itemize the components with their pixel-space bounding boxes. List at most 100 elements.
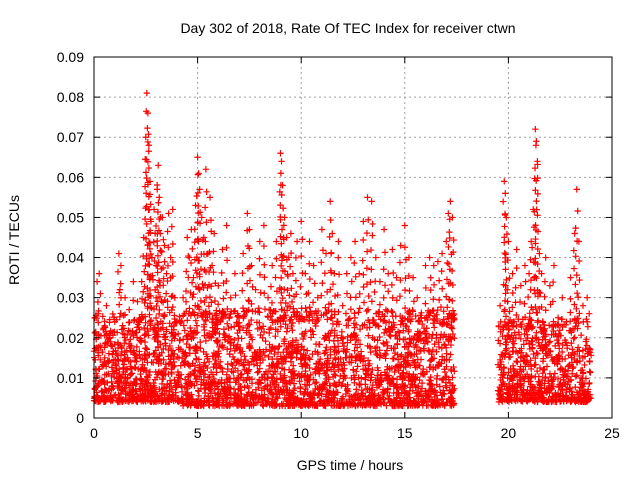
data-point xyxy=(139,361,146,368)
data-point xyxy=(386,365,394,373)
data-point xyxy=(573,271,580,279)
data-point xyxy=(546,338,554,345)
data-point xyxy=(334,397,341,405)
data-point xyxy=(381,369,389,376)
data-point xyxy=(505,238,512,245)
data-point xyxy=(505,333,512,340)
data-point xyxy=(335,361,343,369)
data-point xyxy=(177,345,185,353)
data-point xyxy=(328,300,335,307)
data-point xyxy=(156,278,163,286)
data-point xyxy=(441,341,449,349)
data-point xyxy=(534,158,541,165)
data-point xyxy=(184,360,192,367)
data-point xyxy=(587,369,594,376)
data-point xyxy=(302,385,309,393)
data-point xyxy=(539,369,546,377)
data-point xyxy=(434,397,441,404)
data-point xyxy=(256,309,263,316)
data-point xyxy=(445,210,452,217)
data-point xyxy=(154,319,161,327)
data-point xyxy=(333,332,341,339)
data-point xyxy=(278,158,285,165)
data-point xyxy=(532,255,539,262)
data-point xyxy=(221,385,229,392)
data-point xyxy=(256,346,263,353)
data-point xyxy=(221,330,228,338)
data-point xyxy=(360,271,367,278)
data-point xyxy=(100,326,107,333)
data-point xyxy=(203,380,210,387)
data-point xyxy=(372,254,379,261)
data-point xyxy=(244,210,251,217)
data-point xyxy=(277,201,284,209)
data-point xyxy=(246,245,253,252)
data-point xyxy=(505,385,512,392)
data-point xyxy=(215,362,223,369)
data-point xyxy=(111,318,118,325)
data-point xyxy=(371,336,378,343)
data-point xyxy=(545,322,553,329)
data-point xyxy=(176,317,183,324)
x-tick-label: 25 xyxy=(604,425,620,441)
data-point xyxy=(130,317,138,324)
data-point xyxy=(525,270,533,277)
data-point xyxy=(233,392,241,399)
data-point xyxy=(202,294,210,301)
data-point xyxy=(319,279,326,287)
data-point xyxy=(235,385,243,393)
data-point xyxy=(231,270,239,277)
data-point xyxy=(255,395,263,402)
data-point xyxy=(339,365,346,373)
data-point xyxy=(218,402,226,409)
data-point xyxy=(390,383,398,390)
data-point xyxy=(93,278,101,285)
data-point xyxy=(343,290,351,297)
data-point xyxy=(363,248,371,255)
data-point xyxy=(572,253,579,260)
data-point xyxy=(218,376,225,384)
data-point xyxy=(162,290,170,297)
data-point xyxy=(586,391,594,398)
data-point xyxy=(369,232,376,239)
data-point xyxy=(102,363,110,370)
data-point xyxy=(390,269,397,277)
data-point xyxy=(317,355,324,363)
data-point xyxy=(265,353,272,361)
data-point xyxy=(437,334,444,341)
data-point xyxy=(129,388,136,395)
data-point xyxy=(109,310,116,318)
data-point xyxy=(168,322,175,330)
data-point xyxy=(536,250,543,257)
data-point xyxy=(201,332,208,339)
data-point xyxy=(215,350,222,357)
data-point xyxy=(132,354,139,362)
data-point xyxy=(403,360,410,367)
data-point xyxy=(363,280,371,288)
data-point xyxy=(376,333,383,341)
data-point xyxy=(541,293,548,301)
data-point xyxy=(554,314,562,321)
data-point xyxy=(548,331,555,338)
data-point xyxy=(579,302,587,309)
data-point xyxy=(519,388,526,396)
data-point xyxy=(321,335,328,343)
data-point xyxy=(331,371,338,378)
data-point xyxy=(197,265,205,273)
data-point xyxy=(198,313,206,321)
data-point xyxy=(115,301,123,308)
data-point xyxy=(123,397,131,405)
data-point xyxy=(335,238,342,245)
data-point xyxy=(367,377,374,384)
data-point xyxy=(534,350,541,358)
data-point xyxy=(270,398,278,406)
data-point xyxy=(423,368,431,375)
data-point xyxy=(147,201,154,208)
data-point xyxy=(382,355,389,362)
data-point xyxy=(146,311,153,318)
data-point xyxy=(154,269,161,276)
data-point xyxy=(577,331,585,339)
data-point xyxy=(356,270,363,277)
data-point xyxy=(310,398,318,406)
data-point xyxy=(262,346,270,353)
